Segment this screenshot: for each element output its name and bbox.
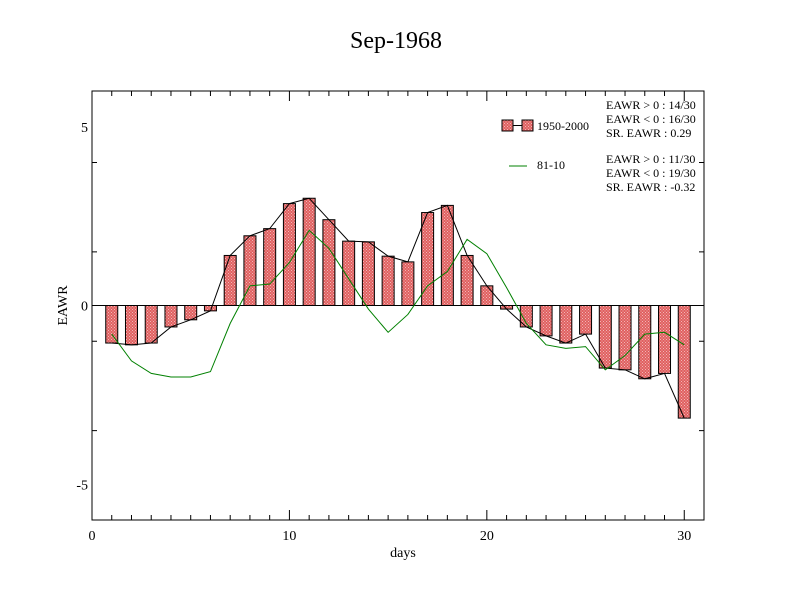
bar-1950-2000 (401, 261, 415, 307)
x-tick-label: 20 (480, 529, 494, 544)
stats-81-10-positive: EAWR > 0 : 11/30 (606, 152, 696, 166)
bar-1950-2000 (302, 197, 316, 306)
y-tick-label: 0 (81, 300, 88, 315)
bar-1950-2000 (223, 254, 237, 306)
line-81-10 (111, 229, 685, 378)
bar-1950-2000 (618, 305, 632, 371)
bar-1950-2000 (440, 204, 454, 306)
y-axis-label: EAWR (56, 285, 71, 326)
stats-81-10-sr: SR. EAWR : -0.32 (606, 180, 696, 194)
bar-1950-2000 (144, 305, 158, 344)
legend-swatch-1950-2000 (501, 119, 514, 132)
stats-1950-2000-negative: EAWR < 0 : 16/30 (606, 112, 696, 126)
bar-1950-2000 (282, 203, 296, 306)
legend-label-1950-2000: 1950-2000 (537, 119, 589, 133)
bar-1950-2000 (322, 219, 336, 306)
bar-1950-2000 (342, 240, 356, 306)
stats-group-1: EAWR > 0 : 14/30 EAWR < 0 : 16/30 SR. EA… (606, 98, 696, 140)
chart-title: Sep-1968 (350, 28, 442, 54)
x-tick-label: 10 (282, 529, 296, 544)
line-1950-2000 (111, 197, 685, 419)
x-axis-label: days (390, 546, 416, 561)
bar-1950-2000 (480, 285, 494, 306)
y-tick-label: -5 (76, 478, 88, 493)
x-tick-label: 0 (89, 529, 96, 544)
bar-1950-2000 (579, 305, 593, 335)
stats-1950-2000-positive: EAWR > 0 : 14/30 (606, 98, 696, 112)
bar-1950-2000 (460, 254, 474, 306)
stats-1950-2000-sr: SR. EAWR : 0.29 (606, 126, 692, 140)
bar-1950-2000 (124, 305, 138, 346)
legend-swatch-1950-2000 (521, 119, 534, 132)
stats-81-10-negative: EAWR < 0 : 19/30 (606, 166, 696, 180)
bar-1950-2000 (381, 255, 395, 307)
x-tick-label: 30 (677, 529, 691, 544)
bar-1950-2000 (559, 305, 573, 344)
bar-1950-2000 (263, 228, 277, 306)
bar-1950-2000 (677, 305, 691, 419)
bar-1950-2000 (658, 305, 672, 374)
y-tick-label: 5 (81, 121, 88, 136)
bar-1950-2000 (243, 235, 257, 307)
bar-1950-2000 (598, 305, 612, 369)
bar-1950-2000 (539, 305, 553, 337)
legend-label-81-10: 81-10 (537, 158, 565, 172)
bar-1950-2000 (105, 305, 119, 344)
bar-1950-2000 (638, 305, 652, 380)
bar-1950-2000 (361, 241, 375, 307)
bar-1950-2000 (164, 305, 178, 328)
stats-group-2: EAWR > 0 : 11/30 EAWR < 0 : 19/30 SR. EA… (606, 152, 696, 194)
